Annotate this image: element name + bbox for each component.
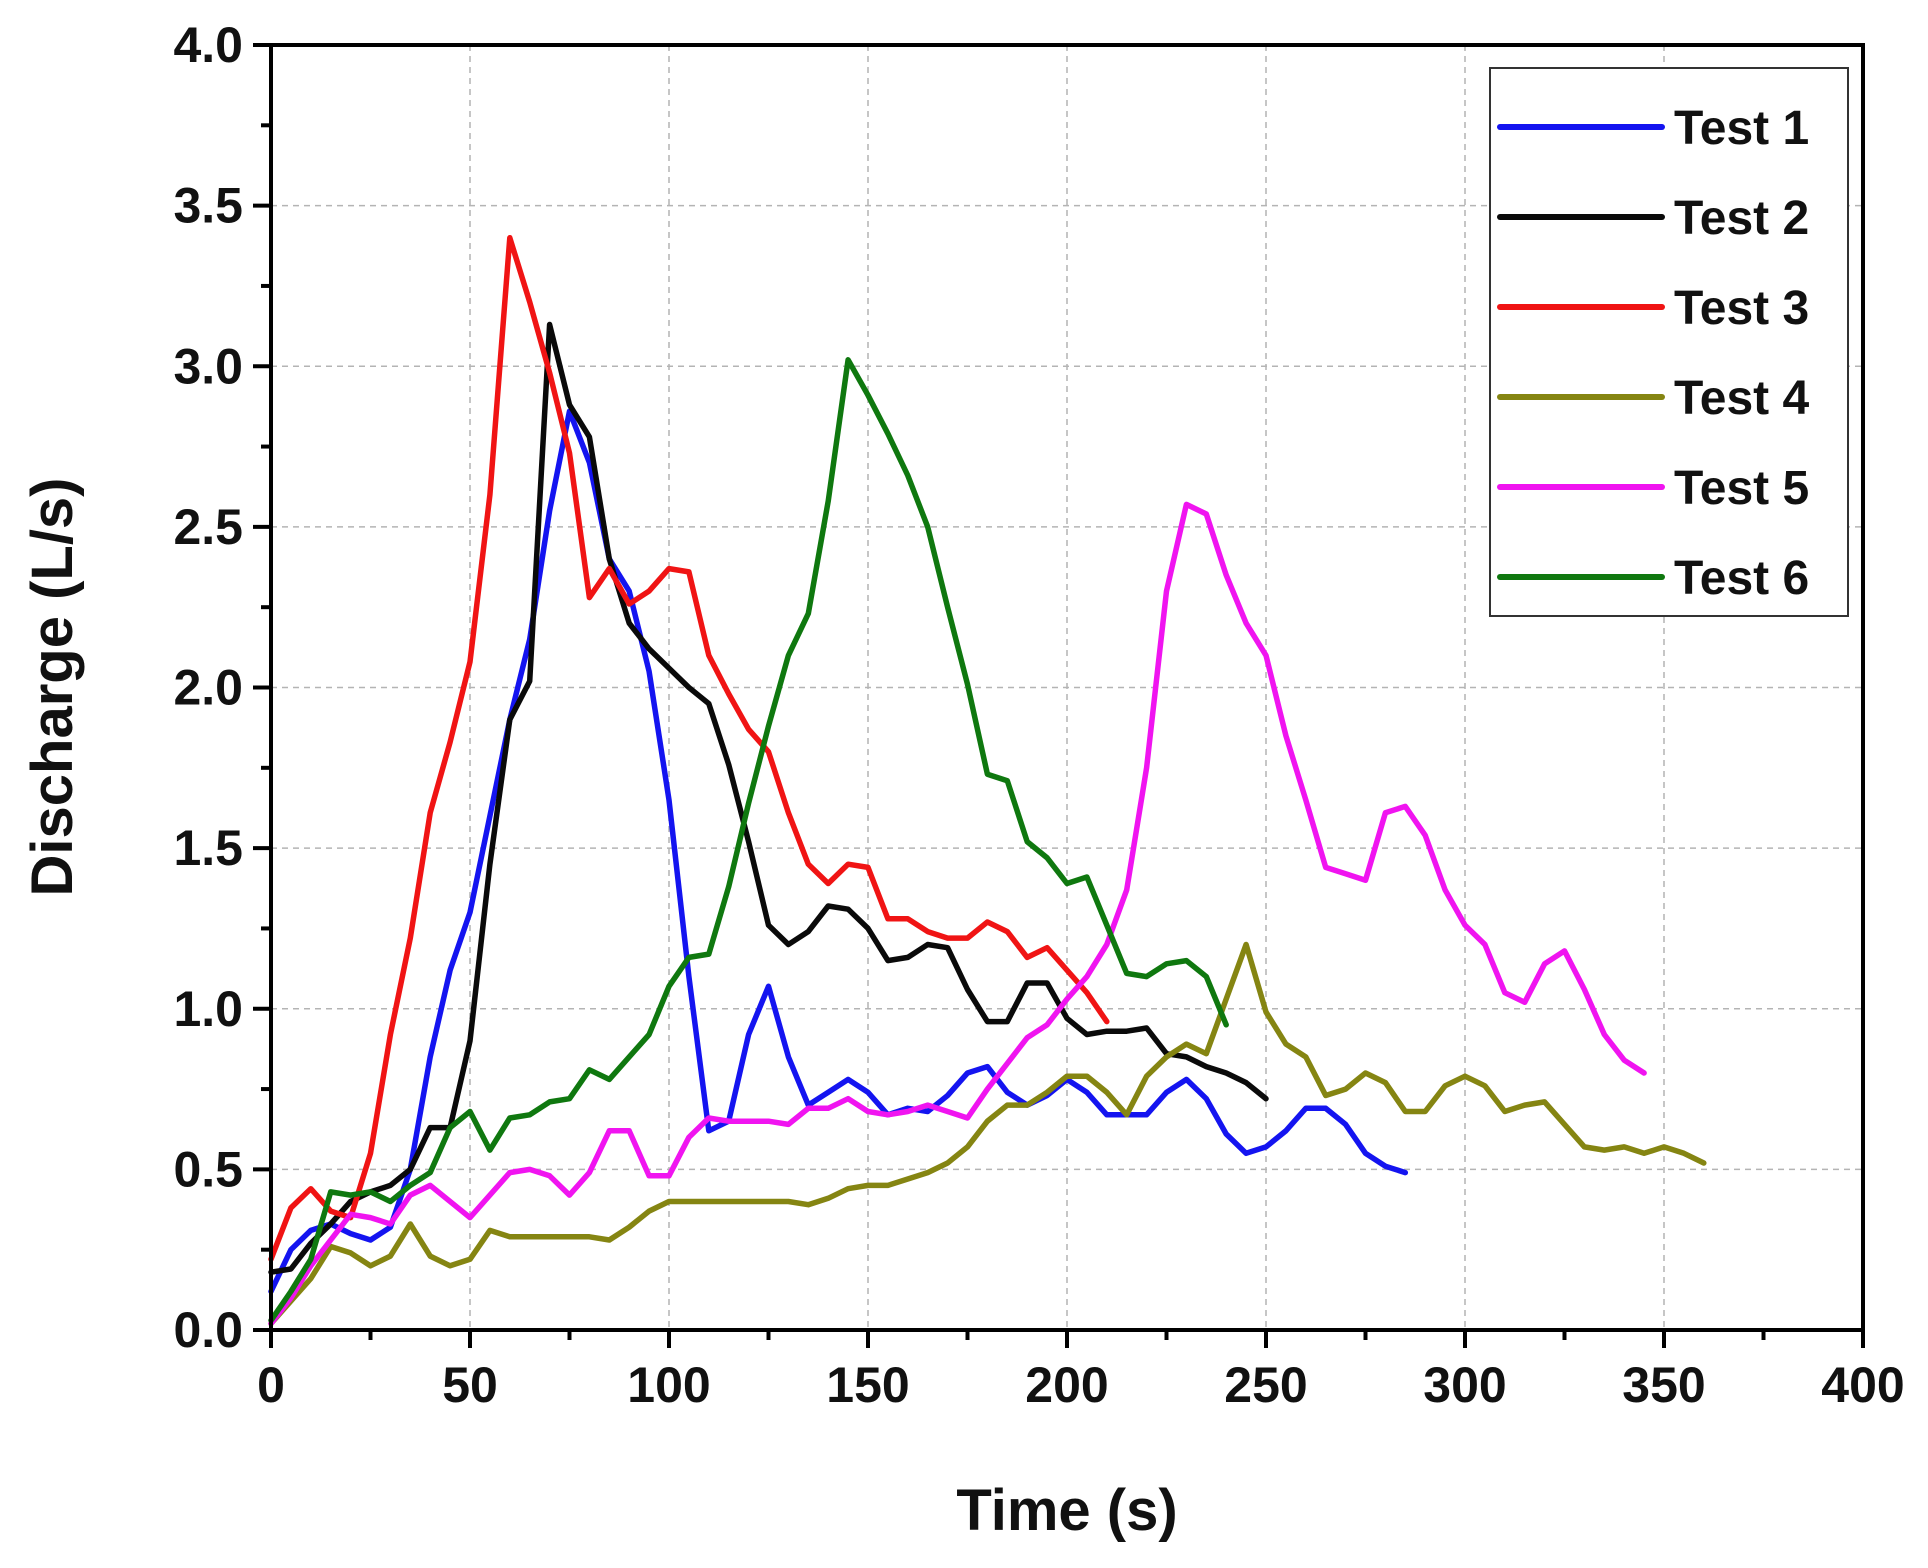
y-tick-label: 3.0: [173, 338, 243, 394]
y-tick-label: 4.0: [173, 17, 243, 73]
legend-box: [1489, 67, 1849, 617]
x-tick-label: 0: [257, 1357, 285, 1413]
x-tick-label: 400: [1821, 1357, 1904, 1413]
x-tick-label: 200: [1025, 1357, 1108, 1413]
x-tick-label: 300: [1423, 1357, 1506, 1413]
x-axis-title: Time (s): [956, 1478, 1177, 1543]
y-tick-label: 2.0: [173, 660, 243, 716]
y-tick-labels: 0.0 0.5 1.0 1.5 2.0 2.5 3.0 3.5 4.0: [173, 17, 243, 1358]
legend-label-test-4: Test 4: [1674, 372, 1809, 425]
legend: Test 1 Test 2 Test 3 Test 4 Test 5 Test 6: [1489, 67, 1849, 617]
series-lines: [268, 235, 1707, 1327]
legend-label-test-1: Test 1: [1674, 102, 1809, 155]
y-tick-label: 2.5: [173, 499, 243, 555]
x-tick-label: 50: [442, 1357, 498, 1413]
x-tick-labels: 0 50 100 150 200 250 300 350 400: [257, 1357, 1905, 1413]
x-tick-label: 150: [826, 1357, 909, 1413]
y-tick-label: 1.5: [173, 820, 243, 876]
x-tick-label: 100: [627, 1357, 710, 1413]
legend-label-test-6: Test 6: [1674, 552, 1809, 605]
y-tick-label: 1.0: [173, 981, 243, 1037]
legend-label-test-2: Test 2: [1674, 192, 1809, 245]
x-tick-label: 350: [1622, 1357, 1705, 1413]
axis-ticks: [253, 43, 1865, 1348]
series-line-test-2: [268, 321, 1269, 1275]
y-tick-label: 3.5: [173, 178, 243, 234]
y-tick-label: 0.0: [173, 1302, 243, 1358]
series-line-test-6: [268, 357, 1229, 1324]
series-line-test-3: [268, 235, 1110, 1263]
series-line-test-4: [268, 941, 1707, 1327]
legend-label-test-5: Test 5: [1674, 462, 1809, 515]
y-tick-label: 0.5: [173, 1141, 243, 1197]
legend-label-test-3: Test 3: [1674, 282, 1809, 335]
x-tick-label: 250: [1224, 1357, 1307, 1413]
y-axis-title: Discharge (L/s): [20, 478, 85, 897]
series-line-test-1: [268, 408, 1409, 1295]
series-line-test-5: [268, 501, 1647, 1327]
